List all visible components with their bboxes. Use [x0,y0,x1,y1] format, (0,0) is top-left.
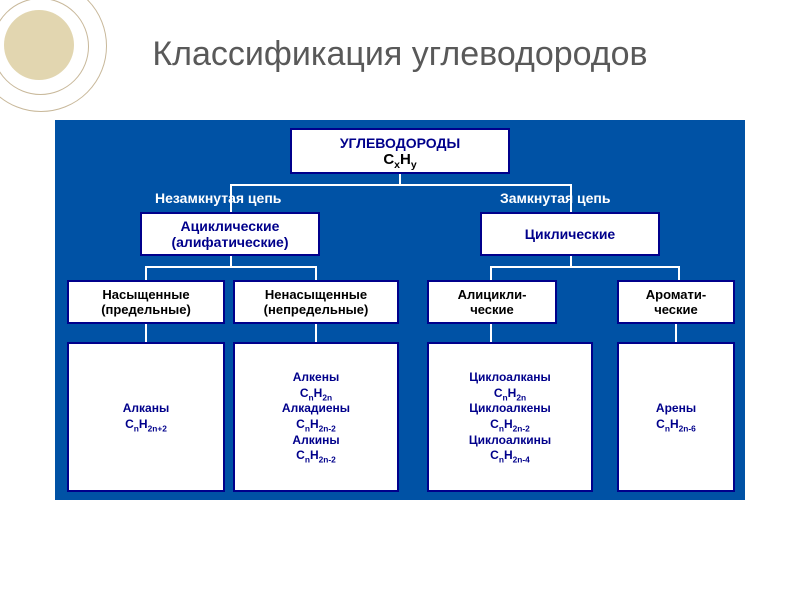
arenes-name: Арены [656,401,696,417]
conn [570,256,572,266]
conn [315,266,317,280]
unsaturated-sub: (непредельные) [264,302,369,317]
node-unsaturated: Ненасыщенные (непредельные) [233,280,399,324]
leaf-aromatic: Арены CnH2n-6 [617,342,735,492]
root-formula: CxHy [383,151,416,168]
conn [490,266,680,268]
leaf-alicyclic: Циклоалканы CnH2n Циклоалкены CnH2n-2 Ци… [427,342,593,492]
cycloalkanes-formula: CnH2n [494,386,526,402]
node-root: УГЛЕВОДОРОДЫ CxHy [290,128,510,174]
alicyclic-title: Алицикли- [458,287,527,302]
node-saturated: Насыщенные (предельные) [67,280,225,324]
diagram-container: УГЛЕВОДОРОДЫ CxHy Незамкнутая цепь Замкн… [55,120,745,500]
page-title: Классификация углеводородов [0,35,800,74]
cycloalkynes-name: Циклоалкины [469,433,551,449]
aromatic-title: Аромати- [646,287,706,302]
arenes-formula: CnH2n-6 [656,417,696,433]
leaf-alkanes: Алканы CnH2n+2 [67,342,225,492]
alkenes-formula: CnH2n [300,386,332,402]
cycloalkynes-formula: CnH2n-4 [490,448,530,464]
conn [490,324,492,342]
conn [145,266,317,268]
leaf-unsaturated: Алкены CnH2n Алкадиены CnH2n-2 Алкины Cn… [233,342,399,492]
alkenes-name: Алкены [293,370,339,386]
alkynes-name: Алкины [292,433,339,449]
alkane-formula: CnH2n+2 [125,417,167,433]
root-title: УГЛЕВОДОРОДЫ [340,135,460,151]
node-acyclic: Ациклические (алифатические) [140,212,320,256]
alkane-name: Алканы [123,401,169,417]
node-aromatic: Аромати- ческие [617,280,735,324]
conn [399,174,401,184]
conn [230,256,232,266]
label-open-chain: Незамкнутая цепь [155,190,281,206]
conn [490,266,492,280]
acyclic-title: Ациклические [181,218,280,234]
cycloalkenes-name: Циклоалкены [469,401,551,417]
alicyclic-sub: ческие [470,302,514,317]
acyclic-sub: (алифатические) [171,234,288,250]
alkynes-formula: CnH2n-2 [296,448,336,464]
saturated-sub: (предельные) [101,302,191,317]
label-closed-chain: Замкнутая цепь [500,190,611,206]
cycloalkanes-name: Циклоалканы [469,370,551,386]
cyclic-title: Циклические [525,226,615,242]
unsaturated-title: Ненасыщенные [265,287,367,302]
aromatic-sub: ческие [654,302,698,317]
conn [678,266,680,280]
conn [145,266,147,280]
conn [315,324,317,342]
node-cyclic: Циклические [480,212,660,256]
conn [675,324,677,342]
cycloalkenes-formula: CnH2n-2 [490,417,530,433]
node-alicyclic: Алицикли- ческие [427,280,557,324]
conn [145,324,147,342]
alkadienes-formula: CnH2n-2 [296,417,336,433]
alkadienes-name: Алкадиены [282,401,350,417]
saturated-title: Насыщенные [102,287,189,302]
conn [230,184,572,186]
